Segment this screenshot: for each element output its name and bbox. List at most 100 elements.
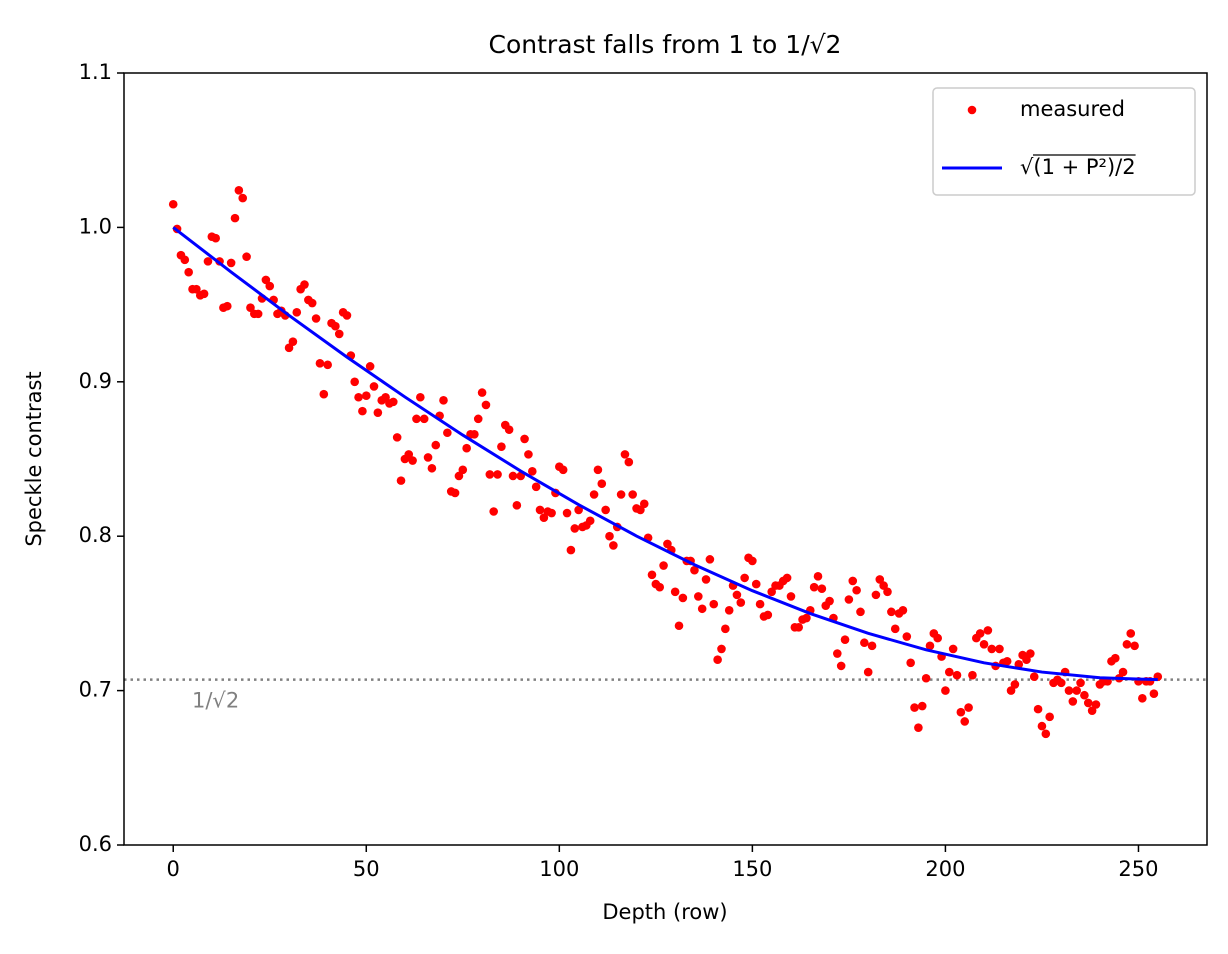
data-point — [462, 443, 471, 453]
data-point — [616, 490, 626, 499]
data-point — [1029, 672, 1039, 682]
data-point — [871, 590, 881, 600]
data-point — [412, 414, 421, 424]
data-point — [369, 382, 379, 391]
data-point — [910, 703, 919, 712]
data-point — [508, 471, 518, 481]
data-point — [481, 400, 491, 410]
data-point — [562, 508, 572, 518]
y-tick-label: 0.8 — [79, 523, 112, 547]
data-point — [933, 633, 942, 643]
data-point — [636, 505, 645, 515]
data-point — [794, 622, 804, 632]
data-point — [323, 360, 332, 370]
data-point — [663, 539, 672, 549]
data-point — [609, 541, 618, 550]
data-point — [1072, 686, 1081, 695]
data-point — [1138, 694, 1147, 703]
data-point — [809, 582, 819, 592]
chart-title: Contrast falls from 1 to 1/√2 — [489, 30, 842, 59]
data-point — [678, 593, 688, 603]
data-point — [647, 570, 657, 580]
data-point — [242, 252, 251, 262]
data-point — [1122, 639, 1132, 649]
data-point — [674, 621, 684, 631]
data-point — [767, 587, 776, 597]
data-point — [288, 337, 298, 346]
data-point — [334, 329, 344, 339]
data-point — [944, 667, 954, 677]
data-point — [995, 644, 1004, 654]
data-point — [535, 505, 545, 515]
data-point — [659, 561, 668, 570]
data-point — [1076, 678, 1085, 688]
data-point — [485, 470, 495, 479]
data-point — [1130, 641, 1139, 651]
data-point — [863, 667, 873, 677]
y-tick-label: 1.1 — [79, 60, 112, 84]
data-point — [311, 314, 321, 323]
data-point — [1041, 729, 1051, 739]
data-point — [574, 505, 583, 515]
data-point — [238, 193, 248, 203]
data-point — [1149, 689, 1159, 698]
data-point — [601, 505, 610, 515]
data-point — [203, 257, 213, 266]
data-point — [1002, 656, 1012, 666]
data-point — [952, 670, 962, 680]
data-point — [721, 624, 730, 634]
data-point — [265, 281, 275, 291]
data-point — [817, 584, 827, 593]
data-point — [840, 635, 850, 644]
y-tick-label: 0.6 — [79, 832, 112, 856]
data-point — [620, 450, 630, 459]
data-point — [184, 267, 193, 277]
y-tick-label: 1.0 — [79, 214, 112, 238]
data-point — [605, 531, 614, 541]
data-point — [253, 309, 263, 319]
data-point — [1087, 706, 1097, 715]
x-tick-label: 50 — [353, 857, 380, 881]
x-tick-label: 100 — [539, 857, 579, 881]
data-point — [1026, 649, 1035, 658]
data-point — [786, 592, 796, 601]
data-point — [655, 582, 665, 592]
x-tick-label: 200 — [925, 857, 965, 881]
data-point — [802, 613, 811, 623]
data-point — [350, 377, 359, 387]
data-point — [331, 321, 340, 331]
data-point — [983, 626, 993, 635]
data-point — [1056, 678, 1066, 688]
data-point — [713, 655, 722, 665]
data-point — [736, 598, 746, 607]
data-point — [724, 606, 734, 615]
data-point — [292, 308, 302, 317]
data-point — [597, 479, 607, 489]
data-point — [740, 573, 749, 583]
data-point — [431, 440, 441, 450]
data-point — [624, 457, 634, 467]
data-point — [589, 490, 599, 499]
data-point — [439, 396, 448, 405]
data-point — [1091, 700, 1101, 709]
x-axis-label: Depth (row) — [602, 900, 727, 924]
data-point — [1080, 690, 1089, 700]
data-point — [558, 465, 568, 475]
data-point — [925, 641, 935, 651]
data-point — [470, 429, 479, 439]
data-point — [705, 555, 715, 564]
x-tick-label: 0 — [167, 857, 180, 881]
data-point — [968, 670, 977, 680]
data-point — [755, 599, 765, 609]
data-point — [358, 406, 367, 416]
data-point — [914, 723, 923, 732]
data-point — [458, 465, 468, 475]
data-point — [389, 397, 398, 407]
data-point — [883, 587, 892, 597]
data-point — [887, 607, 896, 617]
data-point — [690, 565, 699, 575]
data-point — [477, 388, 487, 397]
data-point — [906, 658, 915, 668]
data-point — [917, 701, 927, 711]
data-point — [867, 641, 877, 651]
